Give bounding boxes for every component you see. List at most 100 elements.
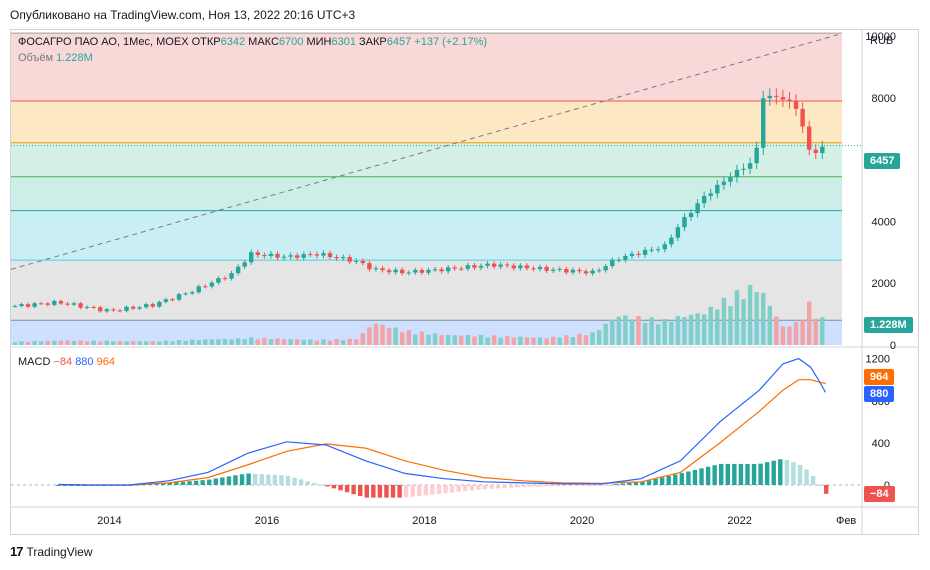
macd-histogram-bar [377, 485, 383, 498]
macd-histogram-bar [758, 463, 763, 485]
macd-signal-value: 964 [96, 356, 115, 368]
candle-body [439, 269, 444, 272]
volume-bar [117, 340, 123, 345]
macd-label: MACD [18, 356, 51, 368]
candle-body [249, 252, 254, 263]
candle-body [176, 294, 182, 300]
volume-bar [65, 340, 70, 345]
chart-frame [10, 29, 919, 535]
macd-histogram-bar [712, 465, 717, 485]
candle-body [216, 278, 221, 283]
volume-bar [669, 321, 674, 345]
volume-bar [301, 339, 306, 345]
macd-histogram-bar [646, 480, 652, 485]
volume-bar [774, 316, 779, 345]
macd-histogram-bar [358, 485, 363, 497]
footer[interactable]: 17 TradingView [10, 544, 93, 559]
macd-histogram-bar [161, 483, 166, 485]
candle-body [111, 309, 116, 311]
close-value: 6457 [386, 36, 412, 48]
candle-body [393, 269, 398, 273]
macd-histogram-bar [233, 475, 238, 485]
macd-histogram-bar [463, 485, 468, 492]
macd-histogram-bar [666, 475, 671, 485]
change-value: +137 (+2.17%) [414, 36, 488, 48]
macd-histogram-bar [292, 477, 297, 485]
macd-histogram-bar [732, 463, 737, 485]
volume-bar [203, 339, 208, 345]
macd-histogram-bar [751, 463, 757, 485]
candle-body [196, 286, 201, 293]
candle-body [117, 310, 123, 312]
volume-bar [367, 327, 372, 345]
volume-bar [222, 338, 228, 345]
candle-body [701, 196, 707, 204]
macd-histogram-bar [430, 485, 435, 495]
volume-bar [662, 318, 667, 345]
macd-histogram-bar [259, 474, 264, 485]
candle-body [268, 253, 274, 257]
candle-body [669, 237, 674, 245]
candle-body [741, 168, 746, 170]
macd-line-value: 880 [75, 356, 94, 368]
volume-bar [452, 335, 457, 345]
candle-body [235, 266, 241, 274]
fib-zone [11, 142, 842, 177]
low-label: МИН [306, 36, 332, 48]
candle-body [511, 265, 517, 269]
candle-body [610, 259, 615, 267]
candle-body [321, 253, 326, 256]
macd-histogram-bar [613, 484, 619, 486]
volume-bar [288, 339, 293, 345]
macd-histogram-bar [489, 485, 494, 489]
candle-body [708, 193, 713, 197]
macd-histogram-bar [535, 485, 540, 487]
candle-body [734, 169, 740, 178]
candle-body [124, 306, 129, 311]
candle-body [537, 266, 543, 270]
candle-body [472, 265, 477, 268]
macd-histogram-bar [653, 478, 658, 485]
volume-bar [124, 341, 129, 345]
candle-body [787, 99, 792, 102]
macd-histogram-bar [548, 485, 553, 487]
macd-histogram-bar [69, 485, 74, 486]
volume-bar [734, 290, 740, 345]
candle-body [642, 249, 648, 255]
time-tick-label: Фев [836, 515, 856, 527]
volume-bar [255, 339, 261, 345]
price-tick-label: 10000 [865, 31, 896, 43]
volume-bar [413, 334, 418, 345]
macd-histogram-bar [417, 485, 422, 497]
low-value: 6301 [331, 36, 356, 48]
candle-body [163, 299, 169, 302]
volume-bar [308, 339, 313, 345]
volume-bar [98, 341, 103, 345]
candle-body [360, 260, 366, 264]
volume-bar [400, 332, 405, 345]
macd-histogram-bar [449, 485, 455, 493]
macd-histogram-bar [390, 485, 396, 498]
macd-histogram-bar [791, 462, 796, 485]
volume-bar [439, 335, 444, 345]
macd-histogram-bar [797, 464, 803, 485]
macd-histogram-bar [679, 473, 685, 485]
candle-body [715, 184, 720, 194]
candle-body [367, 263, 372, 270]
volume-bar [741, 299, 746, 345]
volume-bar [32, 341, 37, 345]
volume-bar [84, 341, 90, 345]
candle-body [629, 253, 635, 256]
macd-histogram-bar [213, 478, 218, 485]
macd-histogram-bar [344, 485, 350, 493]
macd-line [58, 357, 827, 486]
macd-histogram-bar [305, 481, 310, 485]
candle-body [314, 254, 320, 256]
macd-histogram-bar [528, 485, 534, 487]
macd-histogram-bar [318, 484, 324, 486]
macd-histogram-bar [587, 485, 593, 486]
candle-body [203, 286, 208, 288]
volume-bar [721, 297, 727, 345]
volume-bar [708, 306, 713, 345]
